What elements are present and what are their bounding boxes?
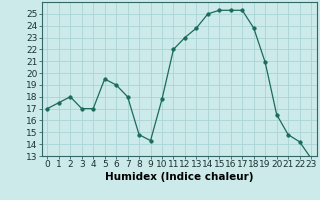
X-axis label: Humidex (Indice chaleur): Humidex (Indice chaleur) [105, 172, 253, 182]
